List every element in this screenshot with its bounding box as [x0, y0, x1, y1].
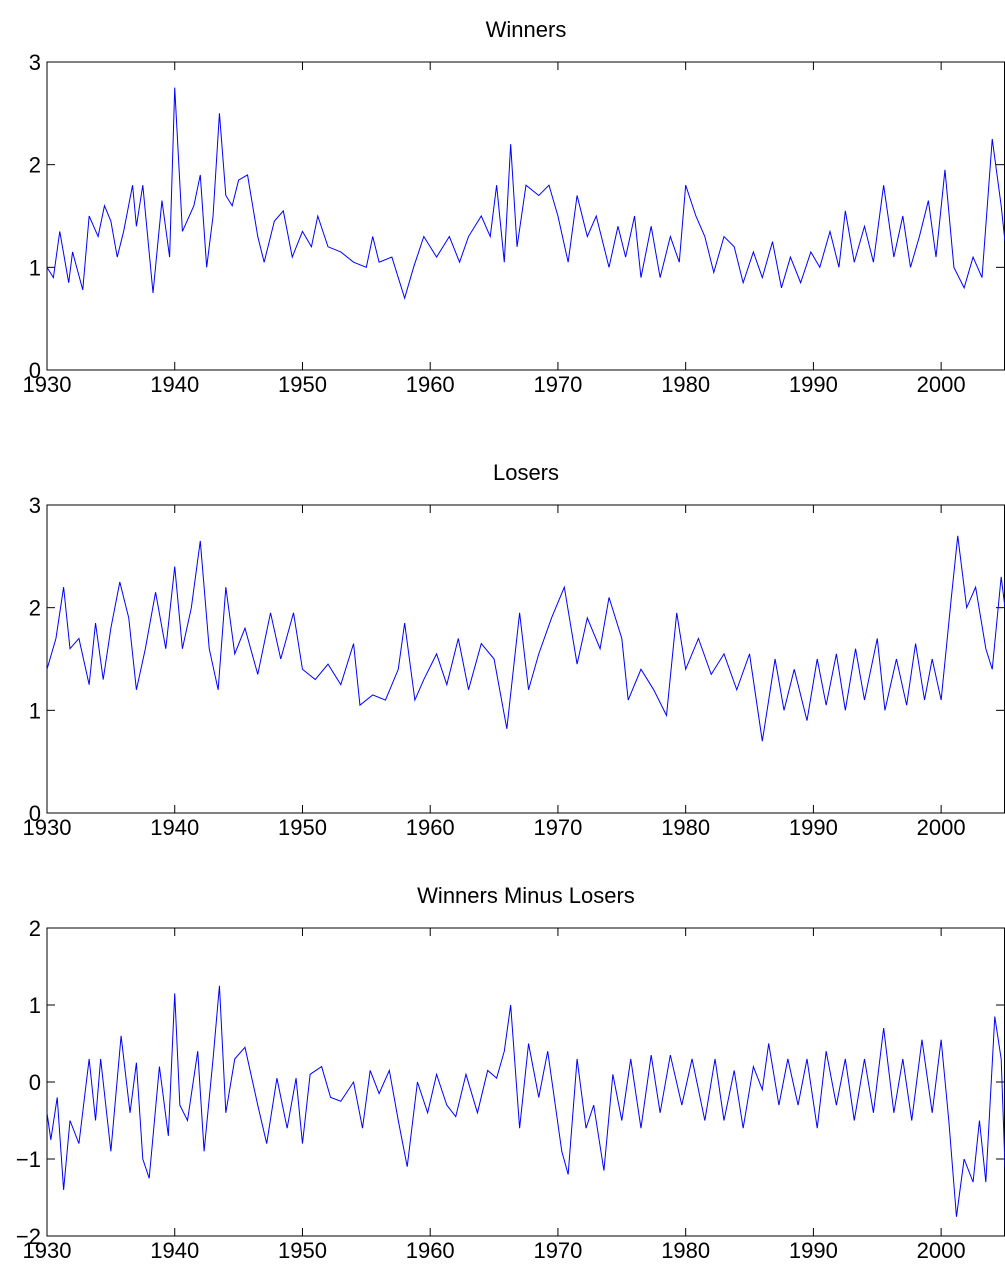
plot-frame: [46, 504, 1005, 814]
x-tick-label: 1930: [23, 1238, 72, 1263]
data-line: [46, 985, 1005, 1217]
x-tick-label: 1960: [406, 1238, 455, 1263]
y-tick-label: 3: [29, 493, 41, 518]
x-tick-label: 1940: [150, 1238, 199, 1263]
x-tick-label: 1970: [533, 372, 582, 397]
y-tick-label: 0: [29, 1070, 41, 1095]
y-tick-label: 0: [29, 801, 41, 826]
y-tick-label: 2: [29, 153, 41, 178]
x-tick-label: 2000: [917, 1238, 966, 1263]
y-tick-label: 2: [29, 596, 41, 621]
x-tick-label: 1950: [278, 372, 327, 397]
x-tick-label: 1990: [789, 1238, 838, 1263]
data-line: [46, 87, 1005, 300]
y-tick-label: 1: [29, 255, 41, 280]
x-tick-label: 1980: [661, 815, 710, 840]
data-line: [46, 535, 1005, 742]
x-tick-label: 1940: [150, 372, 199, 397]
y-tick-label: 2: [29, 916, 41, 941]
x-tick-label: 1990: [789, 815, 838, 840]
y-tick-label: 0: [29, 358, 41, 383]
x-tick-label: 1970: [533, 815, 582, 840]
x-tick-label: 1940: [150, 815, 199, 840]
x-tick-label: 1950: [278, 1238, 327, 1263]
x-tick-label: 1970: [533, 1238, 582, 1263]
x-tick-label: 1930: [23, 372, 72, 397]
chart-title: Winners Minus Losers: [417, 883, 635, 908]
y-tick-label: 1: [29, 993, 41, 1018]
chart-title: Winners: [486, 17, 567, 42]
y-tick-label: 3: [29, 50, 41, 75]
chart-title: Losers: [493, 460, 559, 485]
x-tick-label: 2000: [917, 815, 966, 840]
x-tick-label: 1960: [406, 815, 455, 840]
x-tick-label: 1930: [23, 815, 72, 840]
x-tick-label: 1980: [661, 1238, 710, 1263]
x-tick-label: 1960: [406, 372, 455, 397]
plot-frame: [46, 61, 1005, 371]
x-tick-label: 1950: [278, 815, 327, 840]
x-tick-label: 1980: [661, 372, 710, 397]
x-tick-label: 2000: [917, 372, 966, 397]
y-tick-label: −2: [16, 1224, 41, 1249]
y-tick-label: 1: [29, 698, 41, 723]
x-tick-label: 1990: [789, 372, 838, 397]
y-tick-label: −1: [16, 1147, 41, 1172]
